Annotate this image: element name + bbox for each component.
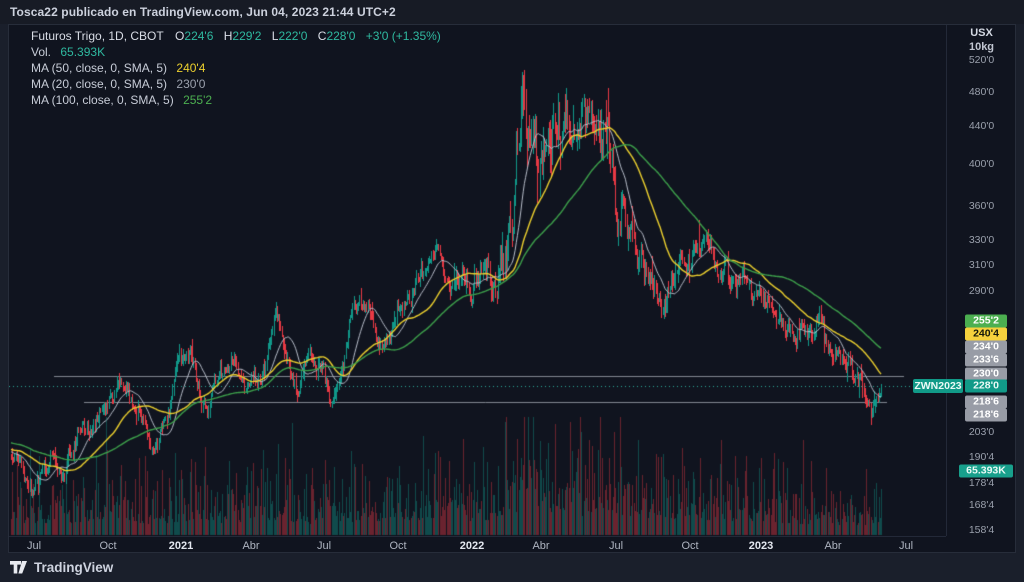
ma20-label: MA (20, close, 0, SMA, 5): [31, 77, 168, 91]
price-axis-tick: 480'0: [968, 85, 995, 98]
price-axis-tick: 400'0: [968, 157, 995, 170]
time-axis-label: 2023: [748, 540, 774, 552]
price-axis-tick: 330'0: [968, 233, 995, 246]
symbol-title: Futuros Trigo, 1D, CBOT: [31, 29, 164, 43]
ma20-value: 230'0: [176, 77, 206, 91]
price-axis-badge: 218'6: [965, 395, 1007, 409]
price-axis-tick: 158'4: [968, 523, 995, 536]
price-chart-canvas[interactable]: [9, 25, 946, 536]
ma50-value: 240'4: [176, 61, 206, 75]
price-axis-badge: 228'0: [965, 379, 1007, 393]
footer-bar: TradingView: [0, 553, 1024, 582]
price-unit-currency: USX: [970, 27, 993, 39]
time-axis-label: Abr: [532, 540, 550, 552]
price-axis-tick: 360'0: [968, 199, 995, 212]
volume-label: Vol.: [31, 45, 52, 59]
open-label: O: [175, 29, 185, 43]
open-value: 224'6: [184, 29, 214, 43]
price-unit-quantity: 10kg: [968, 41, 995, 53]
legend-symbol-row[interactable]: Futuros Trigo, 1D, CBOT O224'6 H229'2 L2…: [31, 28, 441, 44]
price-axis-tick: 178'4: [968, 476, 995, 489]
legend-ma50-row[interactable]: MA (50, close, 0, SMA, 5) 240'4: [31, 60, 441, 76]
time-axis-label: Jul: [898, 540, 914, 552]
footer-brand-text[interactable]: TradingView: [34, 560, 114, 575]
close-label: C: [317, 29, 327, 43]
ma50-label: MA (50, close, 0, SMA, 5): [31, 61, 168, 75]
ma100-label: MA (100, close, 0, SMA, 5): [31, 93, 174, 107]
price-axis-badge: 234'0: [965, 340, 1007, 354]
tradingview-logo-icon[interactable]: [10, 561, 27, 574]
time-axis-label: Jul: [608, 540, 624, 552]
chart-legend: Futuros Trigo, 1D, CBOT O224'6 H229'2 L2…: [31, 28, 441, 108]
close-value: 228'0: [326, 29, 356, 43]
contract-price-label: ZWN2023: [913, 379, 963, 393]
time-axis-label: Jul: [316, 540, 332, 552]
price-axis[interactable]: USX 10kg 520'0 480'0 440'0 400'0 360'0 330'0 3…: [946, 25, 1016, 536]
ma100-value: 255'2: [183, 93, 213, 107]
price-axis-tick: 520'0: [968, 54, 995, 67]
volume-value: 65.393K: [60, 45, 106, 59]
high-value: 229'2: [232, 29, 262, 43]
price-axis-tick: 168'4: [968, 499, 995, 512]
time-axis[interactable]: Jul Oct 2021 Abr Jul Oct 2022 Abr Jul Oct 2023 Abr J…: [9, 536, 946, 553]
price-axis-badge: 230'0: [965, 367, 1007, 381]
price-axis-tick: 440'0: [968, 120, 995, 133]
price-axis-badge: 65.393K: [959, 464, 1013, 478]
price-axis-badge: 233'6: [965, 353, 1007, 367]
price-axis-badge: 240'4: [965, 327, 1007, 341]
high-label: H: [223, 29, 233, 43]
price-axis-tick: 190'4: [968, 450, 995, 463]
legend-ma100-row[interactable]: MA (100, close, 0, SMA, 5) 255'2: [31, 92, 441, 108]
publish-info-text: Tosca22 publicado en TradingView.com, Ju…: [10, 5, 396, 19]
price-axis-badge: 255'2: [965, 314, 1007, 328]
time-axis-label: Jul: [26, 540, 42, 552]
legend-ma20-row[interactable]: MA (20, close, 0, SMA, 5) 230'0: [31, 76, 441, 92]
price-axis-tick: 290'0: [968, 284, 995, 297]
price-axis-badge: 218'6: [965, 408, 1007, 422]
chart-panel: Futuros Trigo, 1D, CBOT O224'6 H229'2 L2…: [8, 24, 1016, 553]
time-axis-label: Oct: [99, 540, 117, 552]
low-value: 222'0: [278, 29, 308, 43]
time-axis-label: Oct: [681, 540, 699, 552]
time-axis-label: Abr: [242, 540, 260, 552]
low-label: L: [271, 29, 279, 43]
time-axis-label: Abr: [824, 540, 842, 552]
change-value: +3'0 (+1.35%): [365, 29, 441, 43]
time-axis-label: 2021: [168, 540, 194, 552]
time-axis-label: Oct: [389, 540, 407, 552]
legend-volume-row[interactable]: Vol. 65.393K: [31, 44, 441, 60]
price-axis-tick: 310'0: [968, 258, 995, 271]
time-axis-label: 2022: [459, 540, 485, 552]
publish-bar: Tosca22 publicado en TradingView.com, Ju…: [0, 0, 1024, 24]
price-axis-tick: 203'0: [968, 425, 995, 438]
